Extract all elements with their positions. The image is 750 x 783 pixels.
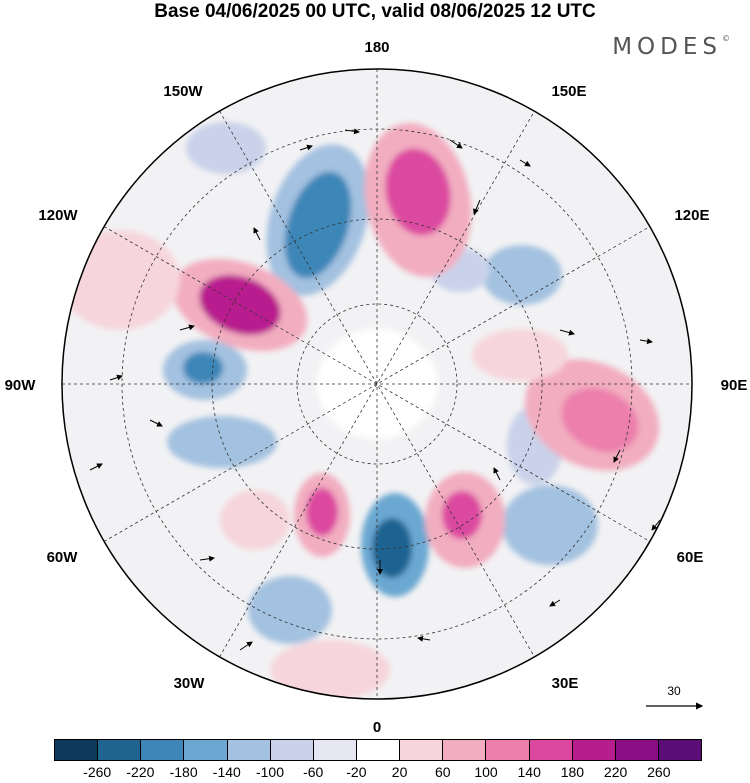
colorbar-tick-label: 180 bbox=[560, 764, 585, 780]
anomaly-pos-atlantic-core bbox=[306, 488, 338, 536]
anomaly-neg-atlantic bbox=[248, 576, 332, 644]
anomaly-neg-hudson bbox=[167, 416, 277, 468]
anomaly-blobs bbox=[62, 122, 660, 699]
colorbar-swatch bbox=[270, 740, 314, 760]
colorbar-swatch bbox=[356, 740, 401, 760]
colorbar-tick-label: 140 bbox=[517, 764, 541, 780]
lon-label-60w: 60W bbox=[47, 549, 79, 566]
colorbar-tick-label: -220 bbox=[126, 764, 155, 780]
colorbar-swatch bbox=[313, 740, 357, 760]
colorbar-swatch bbox=[141, 740, 185, 760]
wind-vector bbox=[253, 227, 261, 241]
colorbar-swatch bbox=[55, 740, 99, 760]
wind-vector bbox=[549, 599, 561, 607]
vector-scale-arrow: 30 bbox=[646, 684, 704, 710]
wind-vector bbox=[473, 199, 481, 215]
wind-vector bbox=[493, 467, 501, 481]
colorbar bbox=[54, 739, 702, 761]
wind-vector bbox=[559, 329, 575, 336]
wind-vector bbox=[417, 635, 431, 642]
colorbar-swatch bbox=[400, 740, 444, 760]
wind-vector bbox=[651, 519, 661, 531]
colorbar-swatch bbox=[227, 740, 271, 760]
field-layer bbox=[62, 69, 692, 699]
anomaly-pos-kamchatka-core bbox=[385, 148, 451, 236]
wind-vector bbox=[239, 641, 253, 651]
wind-vector bbox=[199, 555, 215, 562]
colorbar-swatch bbox=[486, 740, 530, 760]
wind-vector bbox=[519, 159, 531, 167]
colorbar-tick-label: 20 bbox=[391, 764, 408, 780]
colorbar-tick-label: -60 bbox=[303, 764, 324, 780]
lon-label-180: 180 bbox=[364, 39, 389, 56]
brand-text: MODES bbox=[612, 34, 722, 60]
lon-label-150e: 150E bbox=[551, 83, 586, 100]
anomaly-pos-south-atlantic bbox=[270, 640, 390, 699]
colorbar-tick-label: 60 bbox=[435, 764, 451, 780]
anomaly-pos-siberia bbox=[472, 329, 568, 381]
lon-label-120w: 120W bbox=[38, 207, 78, 224]
colorbar-swatch bbox=[658, 740, 702, 760]
colorbar-swatch bbox=[615, 740, 659, 760]
lon-label-120e: 120E bbox=[674, 207, 709, 224]
anomaly-pos-central-asia-core bbox=[561, 387, 639, 453]
anomaly-neg-siberia bbox=[482, 245, 562, 305]
colorbar-swatch bbox=[529, 740, 573, 760]
vector-scale-label: 30 bbox=[667, 684, 681, 698]
colorbar-tick-label: -180 bbox=[169, 764, 198, 780]
lon-label-150w: 150W bbox=[163, 83, 203, 100]
wind-vectors bbox=[89, 128, 661, 651]
lon-label-90w: 90W bbox=[5, 377, 37, 394]
graticule bbox=[62, 69, 692, 699]
wind-vector bbox=[449, 139, 463, 149]
latitude-circle bbox=[296, 303, 458, 465]
wind-vector bbox=[299, 144, 313, 151]
map-boundary bbox=[61, 68, 693, 700]
anomaly-neg-alaska-core bbox=[284, 171, 352, 279]
colorbar-swatch bbox=[572, 740, 616, 760]
wind-vector bbox=[149, 419, 163, 427]
lon-label-30w: 30W bbox=[174, 675, 206, 692]
colorbar-tick-label: 260 bbox=[647, 764, 671, 780]
colorbar-tick-label: -20 bbox=[346, 764, 367, 780]
colorbar-tick-label: -100 bbox=[255, 764, 285, 780]
brand-logo: MODES© bbox=[612, 34, 730, 60]
wind-vector bbox=[89, 463, 103, 471]
lon-label-60e: 60E bbox=[677, 549, 704, 566]
anomaly-pos-east-europe-core bbox=[442, 491, 482, 539]
colorbar-tick-label: -140 bbox=[212, 764, 241, 780]
colorbar-swatch bbox=[443, 740, 487, 760]
anomaly-pos-west-atlantic bbox=[220, 490, 290, 550]
wind-vector bbox=[613, 449, 621, 463]
colorbar-swatch bbox=[184, 740, 228, 760]
chart-title: Base 04/06/2025 00 UTC, valid 08/06/2025… bbox=[154, 1, 596, 22]
anomaly-neg-greenland-core bbox=[372, 518, 412, 578]
wind-vector bbox=[179, 324, 195, 331]
anomaly-pos-north-pacific bbox=[62, 230, 180, 330]
colorbar-swatch bbox=[98, 740, 142, 760]
wind-vector bbox=[109, 374, 123, 381]
wind-vector bbox=[639, 338, 653, 345]
lon-label-0: 0 bbox=[373, 719, 381, 736]
lon-label-30e: 30E bbox=[552, 675, 579, 692]
colorbar-tick-label: -260 bbox=[83, 764, 112, 780]
colorbar-ticks: -260 -220 -180 -140 -100 -60 -20 20 60 100 140 180 2… bbox=[54, 764, 702, 782]
lon-label-90e: 90E bbox=[721, 377, 748, 394]
colorbar-tick-label: 220 bbox=[603, 764, 628, 780]
anomaly-neg-pacific bbox=[186, 122, 266, 174]
anomaly-neg-europe bbox=[502, 485, 598, 565]
colorbar-tick-label: 100 bbox=[474, 764, 498, 780]
anomaly-neg-canada-core bbox=[183, 352, 223, 384]
longitude-labels: 180 150W 150E 120W 120E 90W 90E 60W 60E … bbox=[5, 39, 748, 736]
brand-mark: © bbox=[722, 34, 730, 43]
